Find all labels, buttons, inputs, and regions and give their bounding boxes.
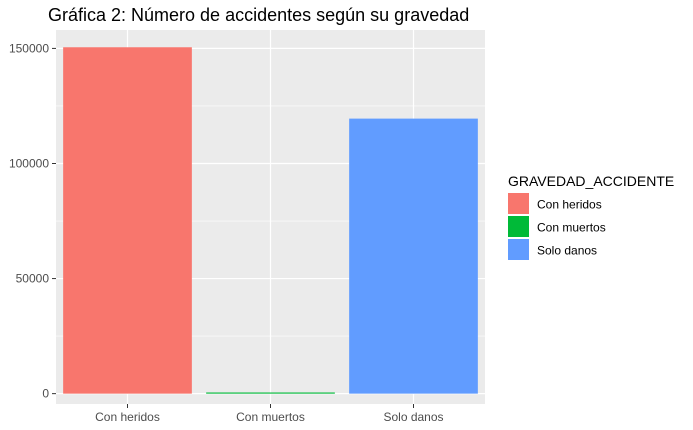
bar-solo-danos [349, 118, 478, 394]
x-tick-label: Solo danos [383, 410, 443, 424]
bar-con-muertos [206, 392, 335, 394]
legend-label: Solo danos [537, 244, 597, 258]
x-tick-label: Con muertos [236, 410, 305, 424]
y-axis: 0 50000 100000 150000 [9, 41, 56, 401]
y-tick-label: 0 [42, 387, 49, 401]
x-tick-label: Con heridos [95, 410, 160, 424]
legend-key-solo-danos [508, 239, 529, 260]
bars [63, 47, 478, 394]
y-tick-label: 150000 [9, 41, 49, 55]
y-tick-label: 100000 [9, 156, 49, 170]
legend-label: Con heridos [537, 198, 602, 212]
legend-key-con-heridos [508, 193, 529, 214]
legend-key-con-muertos [508, 216, 529, 237]
bar-con-heridos [63, 47, 192, 394]
chart-title: Gráfica 2: Número de accidentes según su… [48, 5, 469, 25]
legend-title: GRAVEDAD_ACCIDENTE [508, 173, 674, 189]
legend: GRAVEDAD_ACCIDENTE Con heridos Con muerto… [508, 173, 674, 260]
legend-label: Con muertos [537, 221, 606, 235]
x-axis: Con heridos Con muertos Solo danos [95, 404, 444, 424]
y-tick-label: 50000 [16, 272, 50, 286]
